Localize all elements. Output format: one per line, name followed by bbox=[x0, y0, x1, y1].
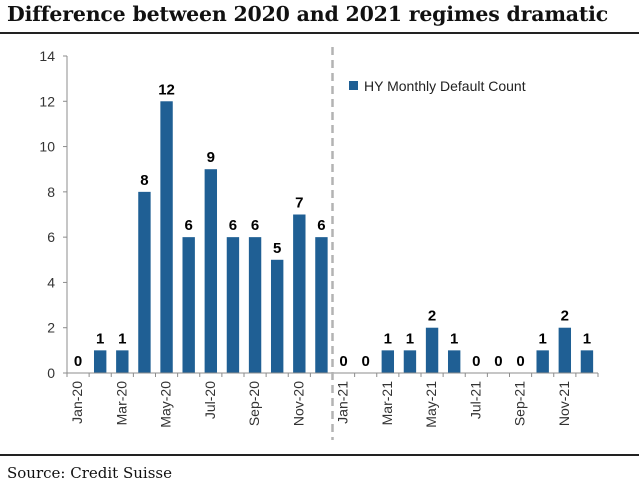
bar bbox=[315, 237, 328, 373]
bar bbox=[293, 214, 306, 373]
bar bbox=[138, 191, 151, 373]
y-tick-label: 2 bbox=[47, 320, 55, 336]
x-tick-label: Sep-20 bbox=[246, 381, 262, 426]
data-label: 1 bbox=[450, 330, 458, 347]
data-label: 8 bbox=[140, 172, 148, 189]
chart-title: Difference between 2020 and 2021 regimes… bbox=[7, 2, 609, 26]
y-tick-label: 6 bbox=[47, 229, 55, 245]
data-label: 0 bbox=[74, 353, 82, 370]
x-tick-label: Jul-21 bbox=[467, 381, 483, 419]
legend: HY Monthly Default Count bbox=[349, 78, 526, 94]
bar bbox=[558, 327, 572, 373]
source-note: Source: Credit Suisse bbox=[7, 464, 172, 482]
x-tick-label: Jan-21 bbox=[335, 381, 351, 424]
bars bbox=[93, 101, 594, 374]
bar bbox=[204, 169, 218, 373]
data-label: 1 bbox=[118, 330, 126, 347]
bar bbox=[425, 327, 439, 373]
data-label: 2 bbox=[428, 308, 436, 325]
y-tick-label: 8 bbox=[47, 184, 55, 200]
data-label: 0 bbox=[472, 353, 480, 370]
data-label: 6 bbox=[251, 217, 259, 234]
data-label: 12 bbox=[158, 81, 175, 98]
data-label: 1 bbox=[96, 330, 104, 347]
legend-label: HY Monthly Default Count bbox=[364, 78, 526, 94]
data-label: 0 bbox=[516, 353, 524, 370]
bar bbox=[248, 237, 262, 373]
data-label: 0 bbox=[362, 353, 370, 370]
data-label: 5 bbox=[273, 240, 281, 257]
data-label: 1 bbox=[406, 330, 414, 347]
bar bbox=[226, 237, 240, 373]
source-rule bbox=[0, 454, 639, 456]
data-label: 0 bbox=[339, 353, 347, 370]
x-tick-label: May-21 bbox=[423, 381, 439, 428]
x-tick-label: Sep-21 bbox=[512, 381, 528, 426]
x-tick-label: Nov-21 bbox=[556, 381, 572, 426]
bar bbox=[270, 259, 284, 373]
bar bbox=[160, 101, 173, 374]
bar bbox=[381, 350, 395, 373]
bar bbox=[447, 350, 461, 373]
x-tick-label: Jan-20 bbox=[69, 381, 85, 424]
x-tick-label: Mar-21 bbox=[379, 381, 395, 426]
bar bbox=[116, 350, 129, 373]
y-tick-label: 10 bbox=[39, 139, 55, 155]
data-label: 6 bbox=[229, 217, 237, 234]
bar bbox=[536, 350, 549, 373]
bar bbox=[580, 350, 594, 373]
data-label: 0 bbox=[494, 353, 502, 370]
y-tick-label: 12 bbox=[39, 93, 55, 109]
x-tick-label: Nov-20 bbox=[290, 381, 306, 426]
x-tick-label: Mar-20 bbox=[113, 381, 129, 426]
y-tick-label: 0 bbox=[47, 365, 55, 381]
data-label: 9 bbox=[207, 149, 215, 166]
data-label: 2 bbox=[561, 308, 569, 325]
x-tick-label: May-20 bbox=[158, 381, 174, 428]
data-label: 1 bbox=[539, 330, 547, 347]
bar bbox=[93, 350, 107, 373]
data-label: 1 bbox=[384, 330, 392, 347]
y-tick-label: 14 bbox=[39, 48, 55, 64]
x-axis-ticks: Jan-20 Mar-20 May-20 Jul-20 Sep-20 Nov-20 Jan-… bbox=[66, 373, 599, 428]
data-label: 6 bbox=[317, 217, 325, 234]
bar bbox=[403, 350, 417, 373]
data-label: 7 bbox=[295, 195, 303, 212]
data-label: 1 bbox=[583, 330, 591, 347]
x-tick-label: Jul-20 bbox=[202, 381, 218, 419]
bar bbox=[182, 237, 195, 373]
title-rule bbox=[0, 32, 639, 34]
y-tick-label: 4 bbox=[47, 274, 55, 290]
data-label: 6 bbox=[185, 217, 193, 234]
legend-swatch bbox=[349, 81, 358, 90]
y-axis-ticks: 0 2 4 6 8 10 12 14 bbox=[39, 48, 67, 381]
